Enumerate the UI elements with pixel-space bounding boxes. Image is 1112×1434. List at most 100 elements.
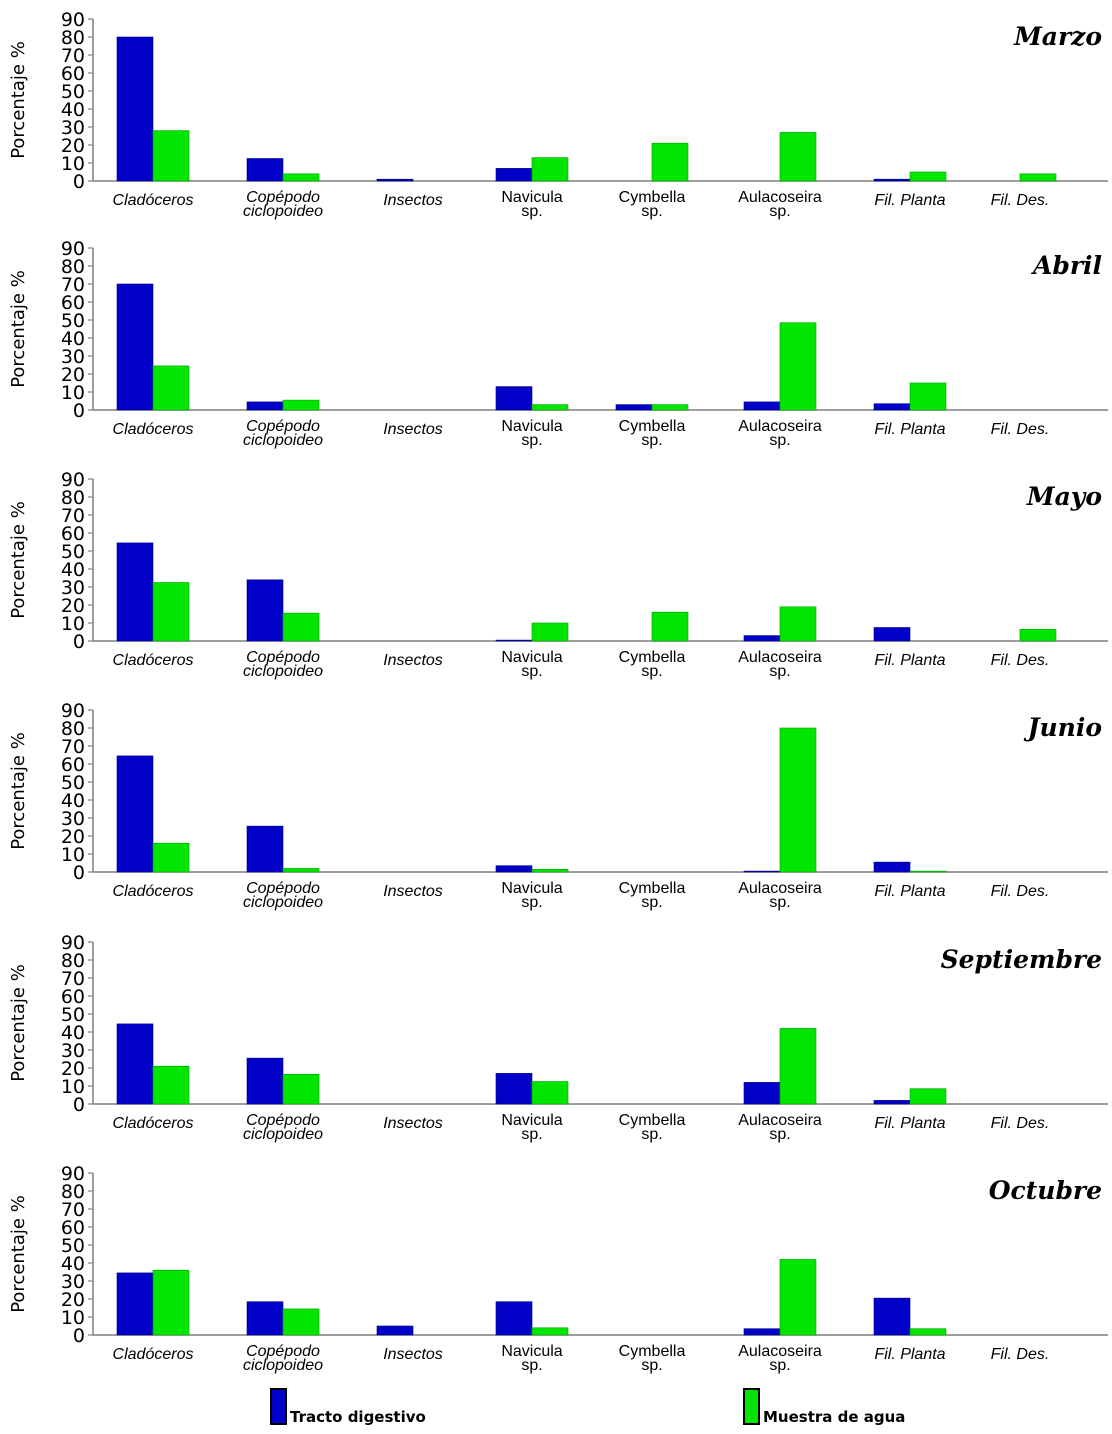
x-tick-label: Insectos: [383, 421, 443, 438]
bar-muestra-de-agua-fil-des: [1019, 173, 1057, 182]
y-tick-label: 90: [61, 1163, 85, 1185]
y-tick-label: 90: [61, 238, 85, 260]
bar-muestra-de-agua-aulacoseira-sp: [779, 132, 817, 182]
x-tick-label: Fil. Planta: [874, 192, 945, 209]
bar-muestra-de-agua-aulacoseira-sp: [779, 1028, 817, 1105]
y-tick-label: 30: [61, 1040, 85, 1062]
x-tick-label: Fil. Planta: [874, 421, 945, 438]
x-tick-label: Navicula: [501, 649, 562, 666]
bar-muestra-de-agua-copepodo-ciclopoideo: [282, 612, 320, 642]
x-tick-label: Cymbella: [619, 1343, 686, 1360]
x-tick-label: Aulacoseira: [738, 1343, 822, 1360]
x-tick-label: Insectos: [383, 192, 443, 209]
bar-tracto-digestivo-fil-planta: [873, 403, 911, 411]
x-tick-label: Fil. Des.: [991, 1346, 1050, 1363]
y-tick-label: 0: [73, 862, 85, 884]
x-tick-label: Cymbella: [619, 649, 686, 666]
bar-tracto-digestivo-fil-planta: [873, 1100, 911, 1105]
x-tick-label: Fil. Des.: [991, 883, 1050, 900]
y-tick-label: 50: [61, 1004, 85, 1026]
x-tick-label: Cladóceros: [113, 421, 194, 438]
bar-tracto-digestivo-fil-planta: [873, 627, 911, 642]
bar-muestra-de-agua-copepodo-ciclopoideo: [282, 1308, 320, 1336]
x-tick-label: Fil. Des.: [991, 421, 1050, 438]
chart-title: Marzo: [1013, 22, 1102, 51]
bar-tracto-digestivo-cymbella-sp: [615, 404, 653, 411]
y-tick-label: 50: [61, 541, 85, 563]
bar-muestra-de-agua-aulacoseira-sp: [779, 727, 817, 873]
bar-tracto-digestivo-aulacoseira-sp: [743, 1082, 781, 1105]
y-tick-label: 40: [61, 559, 85, 581]
x-tick-label: Cymbella: [619, 189, 686, 206]
x-tick-label: ciclopoideo: [243, 203, 323, 220]
y-tick-label: 60: [61, 1217, 85, 1239]
x-tick-label: Insectos: [383, 883, 443, 900]
x-tick-label: Copépodo: [246, 1112, 320, 1129]
x-tick-label: Copépodo: [246, 649, 320, 666]
bar-tracto-digestivo-copepodo-ciclopoideo: [246, 1057, 284, 1105]
x-tick-label: sp.: [769, 663, 790, 680]
legend-label-muestra-de-agua: Muestra de agua: [763, 1408, 906, 1426]
bar-muestra-de-agua-navicula-sp: [531, 1081, 569, 1105]
y-axis-label: Porcentaje %: [8, 270, 29, 388]
x-tick-label: Navicula: [501, 1112, 562, 1129]
x-tick-label: sp.: [521, 1357, 542, 1374]
x-tick-label: Navicula: [501, 189, 562, 206]
y-tick-label: 50: [61, 772, 85, 794]
bar-muestra-de-agua-copepodo-ciclopoideo: [282, 868, 320, 873]
y-tick-label: 70: [61, 45, 85, 67]
bar-muestra-de-agua-fil-planta: [909, 171, 947, 182]
x-tick-label: Cymbella: [619, 880, 686, 897]
y-tick-label: 10: [61, 382, 85, 404]
x-tick-label: Cladóceros: [113, 192, 194, 209]
bar-muestra-de-agua-fil-planta: [909, 1328, 947, 1336]
bar-muestra-de-agua-copepodo-ciclopoideo: [282, 399, 320, 411]
y-tick-label: 90: [61, 9, 85, 31]
y-tick-label: 90: [61, 700, 85, 722]
bar-muestra-de-agua-navicula-sp: [531, 404, 569, 411]
x-tick-label: Copépodo: [246, 189, 320, 206]
x-tick-label: Fil. Planta: [874, 1346, 945, 1363]
x-tick-label: sp.: [769, 894, 790, 911]
x-tick-label: Aulacoseira: [738, 1112, 822, 1129]
y-tick-label: 20: [61, 826, 85, 848]
bar-tracto-digestivo-aulacoseira-sp: [743, 870, 781, 873]
x-tick-label: sp.: [641, 1357, 662, 1374]
x-tick-label: ciclopoideo: [243, 432, 323, 449]
bar-muestra-de-agua-aulacoseira-sp: [779, 606, 817, 642]
y-tick-label: 60: [61, 986, 85, 1008]
bar-muestra-de-agua-navicula-sp: [531, 622, 569, 642]
y-tick-label: 80: [61, 718, 85, 740]
x-tick-label: ciclopoideo: [243, 1126, 323, 1143]
y-tick-label: 70: [61, 736, 85, 758]
x-tick-label: Copépodo: [246, 880, 320, 897]
x-tick-label: ciclopoideo: [243, 1357, 323, 1374]
bar-tracto-digestivo-aulacoseira-sp: [743, 635, 781, 642]
x-tick-label: Insectos: [383, 652, 443, 669]
bar-tracto-digestivo-copepodo-ciclopoideo: [246, 158, 284, 182]
y-tick-label: 0: [73, 631, 85, 653]
y-axis-label: Porcentaje %: [8, 41, 29, 159]
y-tick-label: 80: [61, 27, 85, 49]
y-tick-label: 50: [61, 81, 85, 103]
y-tick-label: 30: [61, 808, 85, 830]
y-tick-label: 10: [61, 613, 85, 635]
bar-muestra-de-agua-navicula-sp: [531, 868, 569, 873]
x-tick-label: Aulacoseira: [738, 418, 822, 435]
x-tick-label: Navicula: [501, 880, 562, 897]
y-tick-label: 30: [61, 577, 85, 599]
x-tick-label: Fil. Des.: [991, 652, 1050, 669]
bar-tracto-digestivo-insectos: [376, 178, 414, 182]
x-tick-label: Fil. Des.: [991, 1115, 1050, 1132]
x-tick-label: Insectos: [383, 1115, 443, 1132]
y-tick-label: 40: [61, 790, 85, 812]
bar-muestra-de-agua-fil-planta: [909, 870, 947, 873]
y-tick-label: 40: [61, 1022, 85, 1044]
bar-muestra-de-agua-copepodo-ciclopoideo: [282, 173, 320, 182]
y-tick-label: 0: [73, 1325, 85, 1347]
x-tick-label: Cladóceros: [113, 1346, 194, 1363]
y-axis-label: Porcentaje %: [8, 732, 29, 850]
y-tick-label: 0: [73, 1094, 85, 1116]
